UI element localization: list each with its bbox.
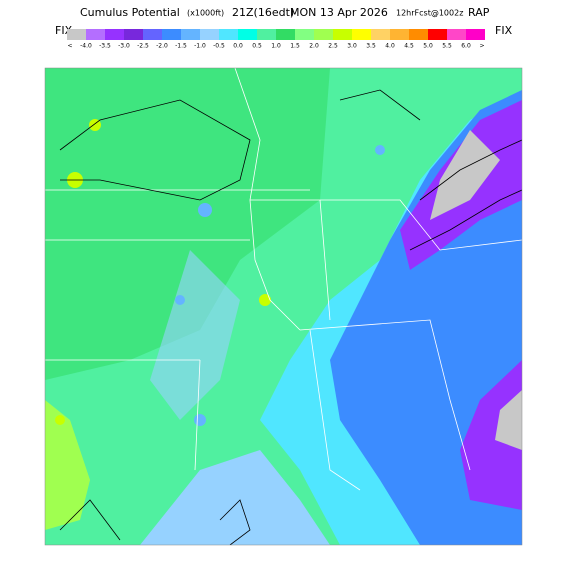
- color-label: -4.0: [80, 43, 92, 50]
- color-box: [466, 29, 485, 40]
- header: Cumulus Potential (x1000ft) 21Z(16edt) M…: [80, 6, 490, 19]
- color-label: 2.5: [328, 43, 338, 50]
- color-label: 5.5: [442, 43, 452, 50]
- field-gray-se: [495, 390, 522, 450]
- color-label: 4.0: [385, 43, 395, 50]
- color-box: [219, 29, 238, 40]
- color-box: [447, 29, 466, 40]
- yellow-spots: [55, 119, 271, 425]
- color-box: [390, 29, 409, 40]
- field-purple-se: [460, 360, 522, 510]
- color-box: [314, 29, 333, 40]
- color-label: >: [479, 43, 484, 50]
- color-label: -2.5: [137, 43, 149, 50]
- color-label: 0.5: [252, 43, 262, 50]
- units: (x1000ft): [187, 9, 224, 18]
- color-box: [257, 29, 276, 40]
- title: Cumulus Potential: [80, 6, 180, 19]
- color-box: [105, 29, 124, 40]
- color-label: 5.0: [423, 43, 433, 50]
- color-box: [124, 29, 143, 40]
- field-gulf: [140, 450, 330, 545]
- color-box: [295, 29, 314, 40]
- color-box: [409, 29, 428, 40]
- color-label: 3.5: [366, 43, 376, 50]
- map-frame: [44, 67, 523, 546]
- color-box: [238, 29, 257, 40]
- forecast: 12hrFcst@1002z: [396, 9, 463, 18]
- fix-right: FIX: [495, 24, 513, 37]
- date: MON 13 Apr 2026: [290, 6, 388, 19]
- contours: [59, 89, 522, 545]
- field-gray-ne: [430, 130, 500, 220]
- color-label: -1.0: [194, 43, 206, 50]
- color-label: -3.0: [118, 43, 130, 50]
- color-label: -0.5: [213, 43, 225, 50]
- color-label: 6.0: [461, 43, 471, 50]
- color-label: -2.0: [156, 43, 168, 50]
- color-box: [428, 29, 447, 40]
- color-label: 1.0: [271, 43, 281, 50]
- color-box: [86, 29, 105, 40]
- color-label: -3.5: [99, 43, 111, 50]
- color-box: [162, 29, 181, 40]
- color-box: [352, 29, 371, 40]
- map: [44, 67, 523, 546]
- color-box: [67, 29, 86, 40]
- field-lime: [45, 400, 90, 530]
- state-lines: [45, 68, 522, 491]
- color-label: <: [67, 43, 72, 50]
- blue-spots: [175, 145, 385, 426]
- valid-time: 21Z(16edt): [232, 6, 294, 19]
- color-label: 2.0: [309, 43, 319, 50]
- color-box: [181, 29, 200, 40]
- color-box: [200, 29, 219, 40]
- color-box: [276, 29, 295, 40]
- color-label: 0.0: [233, 43, 243, 50]
- color-label: 1.5: [290, 43, 300, 50]
- color-box: [371, 29, 390, 40]
- color-box: [143, 29, 162, 40]
- color-label: -1.5: [175, 43, 187, 50]
- color-label: 4.5: [404, 43, 414, 50]
- colorbar: < -4.0 -3.5 -3.0 -2.5 -2.0 -1.5 -1.0 -0.5 0.0 0.5 1…: [67, 29, 485, 50]
- field-sky: [150, 250, 240, 420]
- model: RAP: [468, 6, 490, 19]
- color-box: [333, 29, 352, 40]
- color-label: 3.0: [347, 43, 357, 50]
